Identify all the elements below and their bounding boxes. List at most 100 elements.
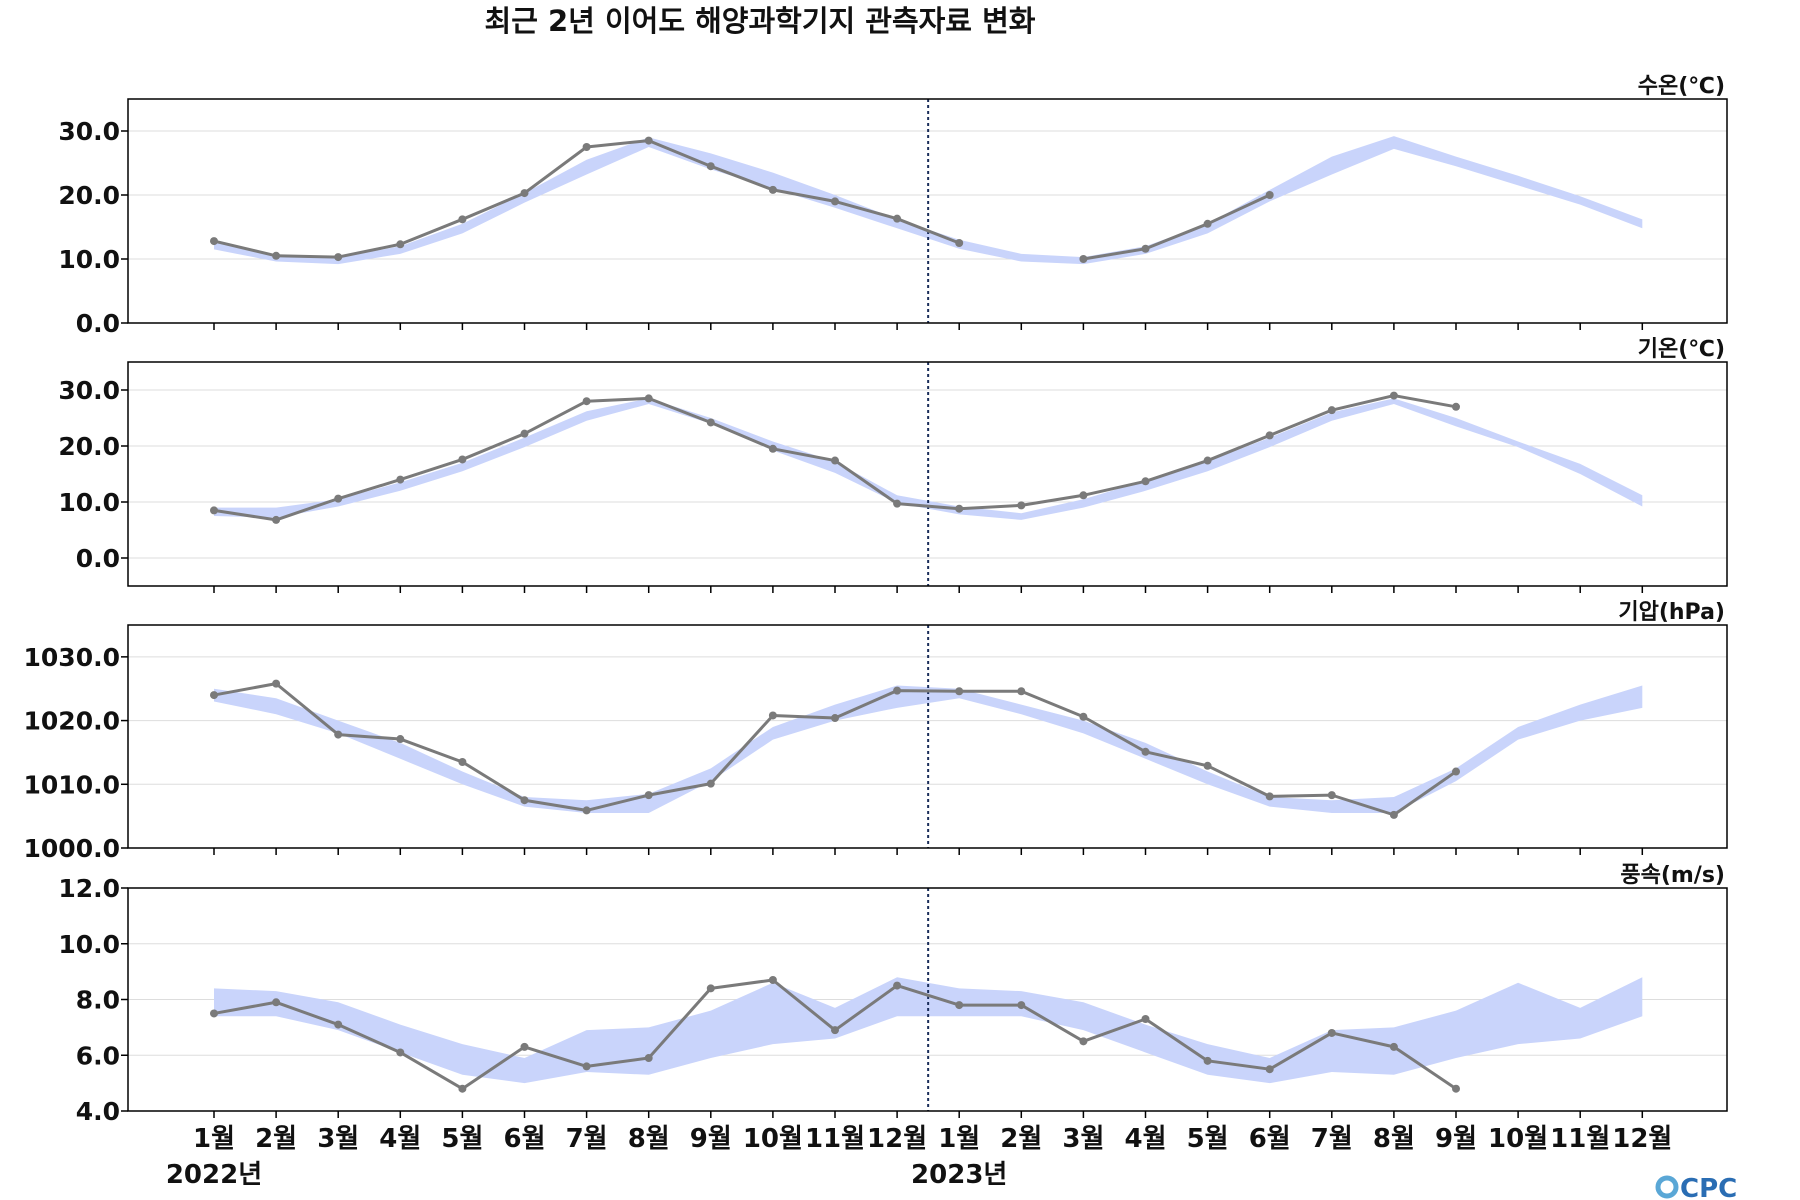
- observed-point: [396, 1048, 405, 1057]
- observed-point: [272, 515, 281, 524]
- observed-point: [893, 214, 902, 223]
- observed-point: [1079, 712, 1088, 721]
- panel-3: 1000.0 1010.0 1020.0 1030.0 기압(hPa): [24, 600, 1728, 863]
- x-tick-label: 5월: [1187, 1124, 1229, 1154]
- year-label: 2022년: [166, 1160, 262, 1190]
- observed-point: [768, 185, 777, 194]
- observed-point: [210, 506, 218, 515]
- panel-unit-label: 풍속(m/s): [1620, 863, 1725, 888]
- observed-point: [458, 455, 467, 464]
- y-tick-label: 10.0: [58, 245, 120, 274]
- x-tick-label: 9월: [1435, 1124, 1477, 1154]
- observed-point: [831, 197, 839, 206]
- observed-point: [1079, 255, 1088, 263]
- y-tick-label: 4.0: [76, 1097, 120, 1126]
- observed-point: [1389, 391, 1398, 400]
- observed-point: [768, 444, 777, 453]
- x-tick-label: 2월: [255, 1124, 297, 1154]
- panel-frame: [127, 624, 1728, 849]
- y-tick-label: 1030.0: [24, 643, 120, 672]
- x-tick-label: 8월: [628, 1124, 670, 1154]
- observed-point: [706, 779, 715, 788]
- y-tick-label: 10.0: [58, 930, 120, 959]
- observed-point: [1389, 1042, 1398, 1051]
- observed-point: [582, 1062, 591, 1071]
- observed-point: [1203, 761, 1212, 770]
- x-tick-label: 7월: [566, 1124, 608, 1154]
- observed-point: [334, 494, 343, 503]
- x-tick-label: 4월: [1124, 1124, 1166, 1154]
- observed-point: [520, 1042, 529, 1051]
- y-tick-label: 8.0: [76, 986, 120, 1015]
- observed-point: [1265, 1065, 1274, 1074]
- observed-point: [1265, 792, 1274, 801]
- x-tick-label: 4월: [379, 1124, 421, 1154]
- x-tick-label: 11월: [1550, 1124, 1610, 1154]
- observed-point: [955, 1001, 964, 1010]
- observed-point: [1452, 767, 1460, 776]
- observed-point: [955, 239, 964, 247]
- panel-unit-label: 수온(℃): [1638, 74, 1725, 99]
- logo-text: CPC: [1680, 1174, 1737, 1200]
- observed-point: [768, 711, 777, 720]
- observed-point: [644, 1054, 653, 1063]
- y-tick-label: 0.0: [76, 309, 120, 338]
- normal-range-band: [214, 977, 1643, 1084]
- chart-panels: 0.0 10.0 20.0 30.0 수온(℃) 0.0 10.0 20.0 30.0 기온(℃)…: [24, 74, 1728, 1126]
- x-tick-label: 9월: [690, 1124, 732, 1154]
- observed-point: [1203, 1056, 1212, 1065]
- observed-point: [644, 136, 653, 145]
- y-tick-label: 20.0: [58, 432, 120, 461]
- y-tick-label: 20.0: [58, 181, 120, 210]
- observed-point: [1265, 431, 1274, 440]
- observed-point: [1389, 810, 1398, 819]
- panel-2: 0.0 10.0 20.0 30.0 기온(℃): [58, 337, 1728, 593]
- x-tick-label: 10월: [743, 1124, 803, 1154]
- observed-point: [1141, 747, 1150, 756]
- observed-point: [1141, 244, 1150, 253]
- x-tick-label: 1월: [938, 1124, 980, 1154]
- observed-point: [582, 806, 591, 815]
- x-tick-label: 5월: [441, 1124, 483, 1154]
- observed-point: [1327, 791, 1336, 800]
- logo-circle-icon: [1655, 1175, 1679, 1199]
- x-tick-label: 10월: [1488, 1124, 1548, 1154]
- observed-point: [396, 240, 405, 249]
- x-tick-label: 7월: [1311, 1124, 1353, 1154]
- chart-title: 최근 2년 이어도 해양과학기지 관측자료 변화: [485, 4, 1036, 38]
- observed-point: [768, 975, 777, 984]
- y-tick-label: 6.0: [76, 1041, 120, 1070]
- observed-point: [272, 679, 281, 688]
- observed-point: [1079, 1037, 1088, 1046]
- y-tick-label: 12.0: [58, 874, 120, 903]
- observed-point: [396, 475, 405, 484]
- observed-point: [396, 735, 405, 744]
- panel-frame: [127, 887, 1728, 1112]
- x-tick-label: 6월: [1249, 1124, 1291, 1154]
- observed-line: [1083, 193, 1271, 261]
- y-tick-label: 0.0: [76, 544, 120, 573]
- observed-point: [520, 429, 529, 438]
- y-tick-label: 1000.0: [24, 834, 120, 863]
- observed-point: [1452, 1084, 1460, 1093]
- observed-point: [893, 686, 902, 695]
- observed-point: [1327, 406, 1336, 415]
- x-tick-label: 11월: [805, 1124, 865, 1154]
- observed-point: [458, 215, 467, 224]
- observed-point: [1203, 456, 1212, 465]
- observed-point: [831, 1026, 839, 1035]
- y-tick-label: 1020.0: [24, 707, 120, 736]
- observed-point: [706, 984, 715, 993]
- observed-point: [706, 418, 715, 427]
- observed-point: [1017, 687, 1026, 696]
- observed-point: [272, 251, 281, 260]
- x-tick-label: 12월: [1612, 1124, 1672, 1154]
- observed-point: [334, 253, 343, 262]
- observed-point: [706, 162, 715, 171]
- observed-point: [210, 691, 218, 700]
- x-tick-label: 1월: [193, 1124, 235, 1154]
- observed-point: [644, 394, 653, 403]
- observed-point: [893, 981, 902, 990]
- x-tick-label: 6월: [503, 1124, 545, 1154]
- observed-point: [1079, 491, 1088, 500]
